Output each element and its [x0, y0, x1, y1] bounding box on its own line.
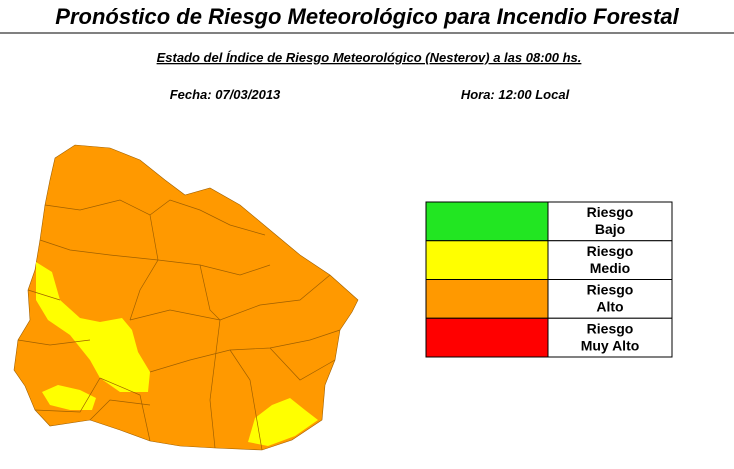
legend-label: Riesgo — [587, 320, 634, 336]
legend-label: Muy Alto — [581, 337, 640, 353]
legend-swatch — [425, 240, 549, 280]
legend-swatch — [425, 201, 549, 242]
legend-label: Riesgo — [587, 243, 634, 259]
legend-cell — [547, 240, 673, 280]
time: Hora: 12:00 Local — [461, 87, 570, 102]
medium-risk-south — [42, 385, 96, 410]
legend-cell — [547, 279, 673, 319]
legend-swatch — [425, 317, 549, 358]
legend-cell — [547, 317, 673, 358]
legend-label: Riesgo — [587, 282, 634, 298]
department-borders — [17, 199, 341, 451]
legend-label: Medio — [590, 260, 630, 276]
legend-swatch — [425, 279, 549, 319]
legend: RiesgoBajoRiesgoMedioRiesgoAltoRiesgoMuy… — [425, 201, 673, 358]
legend-cell — [547, 201, 673, 242]
date: Fecha: 07/03/2013 — [170, 87, 281, 102]
subtitle: Estado del Índice de Riesgo Meteorológic… — [157, 50, 582, 65]
legend-label: Riesgo — [587, 204, 634, 220]
title: Pronóstico de Riesgo Meteorológico para … — [55, 4, 679, 29]
legend-label: Alto — [596, 299, 623, 315]
medium-risk-west — [36, 262, 150, 392]
legend-label: Bajo — [595, 221, 625, 237]
uruguay-map — [13, 144, 359, 451]
medium-risk-east — [248, 398, 318, 446]
